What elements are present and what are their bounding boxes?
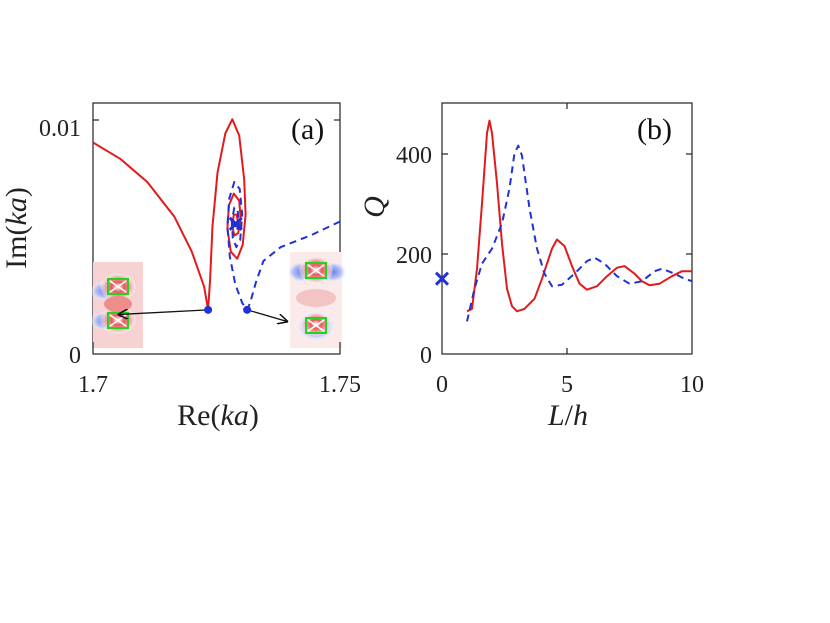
single-cylinder-marker xyxy=(434,271,450,286)
panel-a-ytick-0: 0 xyxy=(69,343,81,369)
panel-a-blue-dashed-line xyxy=(226,181,340,311)
arrow-left xyxy=(119,310,209,315)
panel-b-markers xyxy=(434,271,450,286)
endpoint-red-marker xyxy=(204,305,213,314)
panel-b-label: (b) xyxy=(637,113,672,146)
panel-b: 0 200 400 0 5 10 (b) L/h Q xyxy=(358,102,704,432)
panel-a-ytick-1: 0.01 xyxy=(39,116,81,142)
panel-b-ticks xyxy=(442,103,692,354)
mode-inset-right xyxy=(287,252,347,348)
panel-b-xtick-1: 5 xyxy=(561,372,573,398)
panel-b-xlabel: L/h xyxy=(547,399,588,432)
panel-b-ytick-1: 200 xyxy=(396,243,432,269)
panel-a-label: (a) xyxy=(291,113,324,146)
panel-a-markers xyxy=(204,216,252,314)
panel-a-ticks xyxy=(92,119,341,348)
panel-b-red-solid-line xyxy=(466,119,692,313)
panel-b-series xyxy=(466,119,692,322)
panel-a-xlabel: Re(ka) xyxy=(177,399,259,432)
panel-a: 0 0.01 1.7 1.75 (a) Re(ka) Im(ka) xyxy=(0,102,361,432)
panel-b-ytick-0: 0 xyxy=(420,343,432,369)
panel-a-annotations xyxy=(119,310,287,322)
panel-a-xtick-0: 1.7 xyxy=(78,372,108,398)
panel-a-ylabel: Im(ka) xyxy=(0,187,33,269)
endpoint-blue-marker xyxy=(243,305,252,314)
panel-a-xtick-1: 1.75 xyxy=(319,372,361,398)
panel-b-blue-dashed-line xyxy=(466,144,692,322)
mode-inset-left xyxy=(90,262,143,348)
panel-b-xtick-2: 10 xyxy=(680,372,704,398)
panel-a-frame xyxy=(92,102,341,355)
panel-b-ylabel: Q xyxy=(358,196,391,218)
exceptional-point-marker xyxy=(228,216,243,231)
arrow-right xyxy=(246,309,287,322)
panel-b-xtick-0: 0 xyxy=(436,372,448,398)
panel-b-ytick-2: 400 xyxy=(396,143,432,169)
